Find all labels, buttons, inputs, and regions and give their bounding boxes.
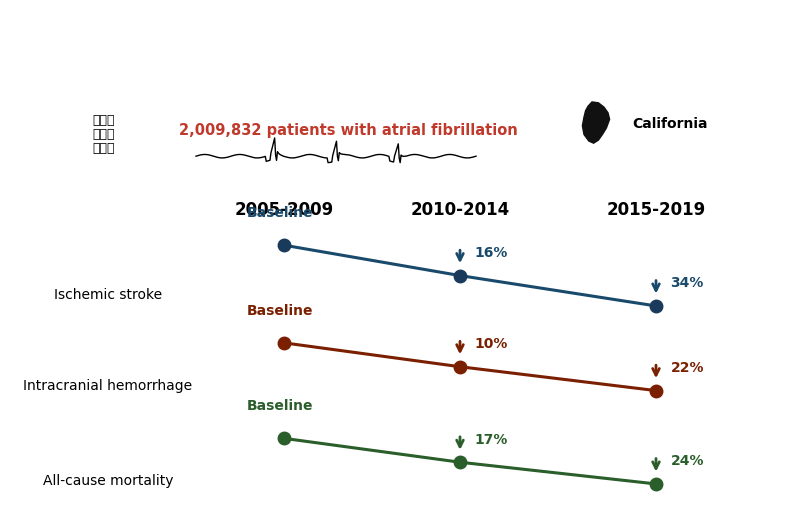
Text: 2010-2014: 2010-2014 (410, 201, 510, 220)
Text: Temporal change in risk of ischemic stroke, intracranial hemorrhage,: Temporal change in risk of ischemic stro… (61, 22, 739, 40)
Text: 2015-2019: 2015-2019 (606, 201, 706, 220)
Text: 2,009,832 patients with atrial fibrillation: 2,009,832 patients with atrial fibrillat… (178, 123, 518, 138)
Text: Baseline: Baseline (246, 304, 314, 317)
Text: Baseline: Baseline (246, 206, 314, 220)
Text: 👤👤👤
👤👤👤
👤👤👤: 👤👤👤 👤👤👤 👤👤👤 (93, 114, 115, 155)
Text: 10%: 10% (474, 337, 508, 351)
Text: 17%: 17% (474, 433, 508, 447)
Text: 16%: 16% (474, 246, 508, 260)
Text: Ischemic stroke: Ischemic stroke (54, 288, 162, 302)
Text: Intracranial hemorrhage: Intracranial hemorrhage (23, 379, 193, 393)
Text: Baseline: Baseline (246, 399, 314, 413)
Text: and all-cause mortality in patients with atrial fibrillation: and all-cause mortality in patients with… (123, 60, 677, 78)
Text: All-cause mortality: All-cause mortality (42, 474, 174, 487)
Text: 22%: 22% (670, 361, 704, 375)
Text: 34%: 34% (670, 276, 704, 290)
Text: California: California (632, 117, 707, 131)
Polygon shape (582, 102, 610, 143)
Text: 24%: 24% (670, 454, 704, 469)
Text: 2005-2009: 2005-2009 (234, 201, 334, 220)
